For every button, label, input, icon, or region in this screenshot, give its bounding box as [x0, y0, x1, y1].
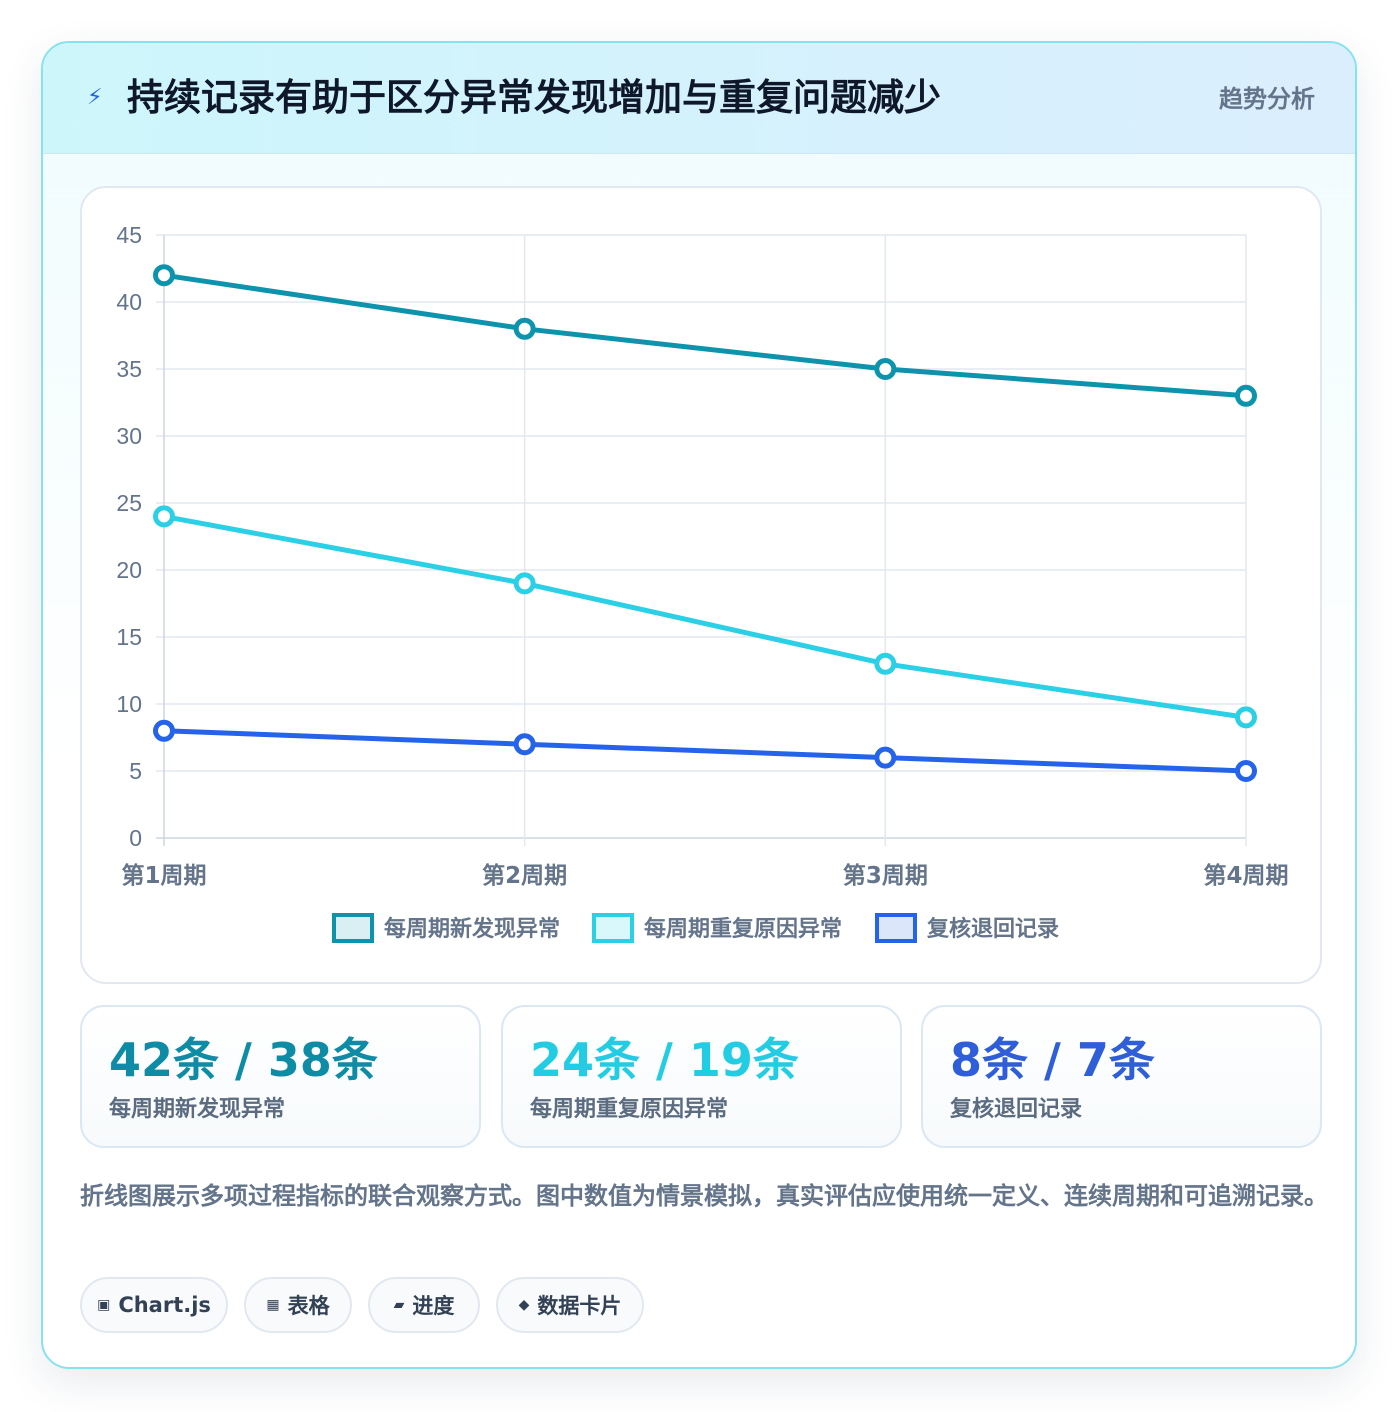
stat-card-repeat-anomalies: 24条 / 19条 每周期重复原因异常 — [501, 1005, 902, 1148]
stat-card-review-returns: 8条 / 7条 复核退回记录 — [921, 1005, 1322, 1148]
x-tick-label: 第3周期 — [843, 862, 928, 889]
stat-value: 8条 / 7条 — [950, 1033, 1155, 1087]
data-point — [153, 719, 175, 742]
y-tick-label: 0 — [129, 825, 142, 851]
data-point — [153, 264, 175, 287]
stat-card-new-anomalies: 42条 / 38条 每周期新发现异常 — [80, 1005, 481, 1148]
legend-label: 每周期重复原因异常 — [644, 916, 842, 942]
x-tick-label: 第4周期 — [1203, 862, 1288, 889]
tag-label: 数据卡片 — [537, 1294, 622, 1318]
x-tick-label: 第1周期 — [121, 862, 206, 889]
report-card: ⚡︎ 持续记录有助于区分异常发现增加与重复问题减少 趋势分析 0 5 10 15 20 2… — [41, 41, 1357, 1369]
tag-label: 进度 — [412, 1294, 455, 1318]
data-point — [1235, 760, 1257, 782]
data-point — [1235, 706, 1257, 729]
data-point — [874, 358, 897, 380]
stat-label: 每周期新发现异常 — [109, 1097, 286, 1122]
y-tick-label: 15 — [116, 624, 142, 650]
y-tick-label: 35 — [116, 356, 142, 382]
header-tag: 趋势分析 — [1219, 85, 1315, 113]
y-tick-label: 40 — [116, 289, 142, 315]
chart-icon: ▣ — [97, 1297, 111, 1313]
y-tick-label: 45 — [116, 222, 142, 248]
y-tick-label: 5 — [129, 758, 142, 784]
card-header: ⚡︎ 持续记录有助于区分异常发现增加与重复问题减少 趋势分析 — [43, 43, 1355, 154]
tag-data-card[interactable]: ◆ 数据卡片 — [496, 1277, 644, 1333]
data-card-icon: ◆ — [518, 1297, 530, 1313]
x-tick-label: 第2周期 — [482, 862, 567, 889]
y-tick-label: 20 — [116, 557, 142, 583]
stat-label: 每周期重复原因异常 — [530, 1097, 729, 1122]
series-line-1 — [161, 272, 1249, 399]
data-point — [874, 746, 897, 769]
tag-table[interactable]: ▦ 表格 — [244, 1277, 352, 1333]
stat-label: 复核退回记录 — [950, 1097, 1083, 1122]
legend-label: 每周期新发现异常 — [384, 916, 560, 942]
lightning-icon: ⚡︎ — [87, 85, 103, 110]
table-icon: ▦ — [266, 1297, 280, 1313]
stat-value: 24条 / 19条 — [530, 1033, 799, 1087]
series-line-3 — [161, 728, 1249, 774]
chart-panel: 0 5 10 15 20 25 30 35 40 45 第1周期 第2周期 第3周期 第4周期每周期新发现… — [80, 186, 1322, 984]
page-title: 持续记录有助于区分异常发现增加与重复问题减少 — [127, 76, 941, 119]
tag-progress[interactable]: ▰ 进度 — [368, 1277, 480, 1333]
chart-description: 折线图展示多项过程指标的联合观察方式。图中数值为情景模拟，真实评估应使用统一定义… — [80, 1182, 1328, 1210]
data-point — [513, 733, 536, 756]
legend-swatch — [875, 913, 917, 943]
y-tick-label: 10 — [116, 691, 142, 717]
tag-label: 表格 — [287, 1294, 330, 1318]
stat-cards: 42条 / 38条 每周期新发现异常 24条 / 19条 每周期重复原因异常 8… — [80, 1005, 1322, 1148]
y-tick-label: 30 — [116, 423, 142, 449]
data-point — [874, 652, 897, 675]
stat-value: 42条 / 38条 — [109, 1033, 378, 1087]
series-line-2 — [161, 513, 1249, 720]
data-point — [153, 505, 175, 528]
line-chart: 0 5 10 15 20 25 30 35 40 45 第1周期 第2周期 第3周期 第4周期每周期新发现… — [116, 222, 1289, 943]
legend-label: 复核退回记录 — [926, 916, 1059, 942]
tag-label: Chart.js — [118, 1293, 211, 1317]
legend-swatch — [592, 913, 634, 943]
tag-chartjs[interactable]: ▣ Chart.js — [80, 1277, 228, 1333]
progress-icon: ▰ — [393, 1297, 405, 1313]
data-point — [513, 572, 536, 595]
data-point — [513, 317, 536, 340]
y-tick-label: 25 — [116, 490, 142, 516]
data-point — [1235, 384, 1257, 407]
legend-swatch — [332, 913, 374, 943]
